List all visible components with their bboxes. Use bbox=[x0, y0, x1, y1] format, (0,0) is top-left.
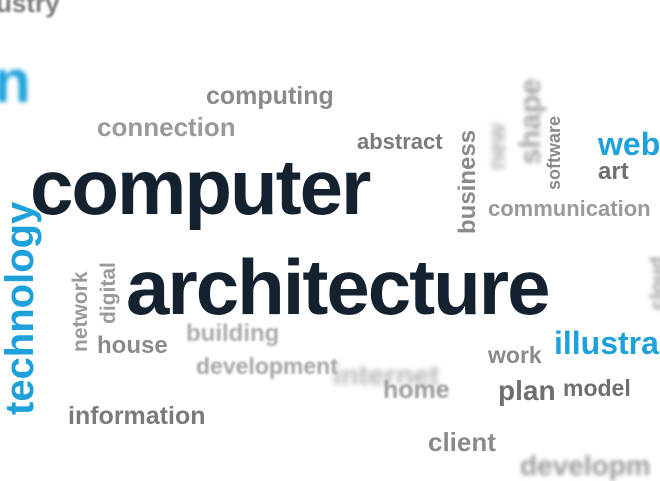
word-communication: communication bbox=[488, 196, 651, 221]
title-architecture: architecture bbox=[126, 243, 551, 331]
word-n: n bbox=[0, 48, 31, 115]
word-industry: ustry bbox=[0, 0, 60, 18]
word-technology: technology bbox=[0, 201, 42, 415]
word-new: new bbox=[484, 123, 511, 170]
word-shape: shape bbox=[514, 78, 547, 165]
word-cloud: cloud bbox=[647, 256, 660, 310]
word-information: information bbox=[68, 402, 206, 430]
word-network: network bbox=[69, 271, 92, 352]
word-digital: digital bbox=[97, 262, 120, 324]
word-work: work bbox=[488, 342, 542, 368]
word-internet: internet bbox=[333, 360, 440, 392]
word-business: business bbox=[454, 129, 481, 234]
word-connection: connection bbox=[97, 112, 236, 142]
word-web: web bbox=[598, 126, 660, 162]
title-computer: computer bbox=[30, 143, 371, 231]
word-art: art bbox=[598, 158, 629, 185]
word-development-bottom: developm bbox=[520, 450, 651, 481]
word-home: home bbox=[383, 376, 450, 404]
word-house: house bbox=[97, 332, 168, 359]
word-computing: computing bbox=[206, 82, 334, 110]
word-illustration: illustra bbox=[554, 325, 659, 361]
word-building: building bbox=[186, 320, 280, 347]
word-plan: plan bbox=[498, 375, 556, 406]
word-development: development bbox=[196, 353, 338, 379]
word-software: software bbox=[544, 115, 564, 190]
word-abstract: abstract bbox=[357, 129, 443, 154]
word-model: model bbox=[563, 375, 631, 401]
word-client: client bbox=[428, 427, 496, 457]
